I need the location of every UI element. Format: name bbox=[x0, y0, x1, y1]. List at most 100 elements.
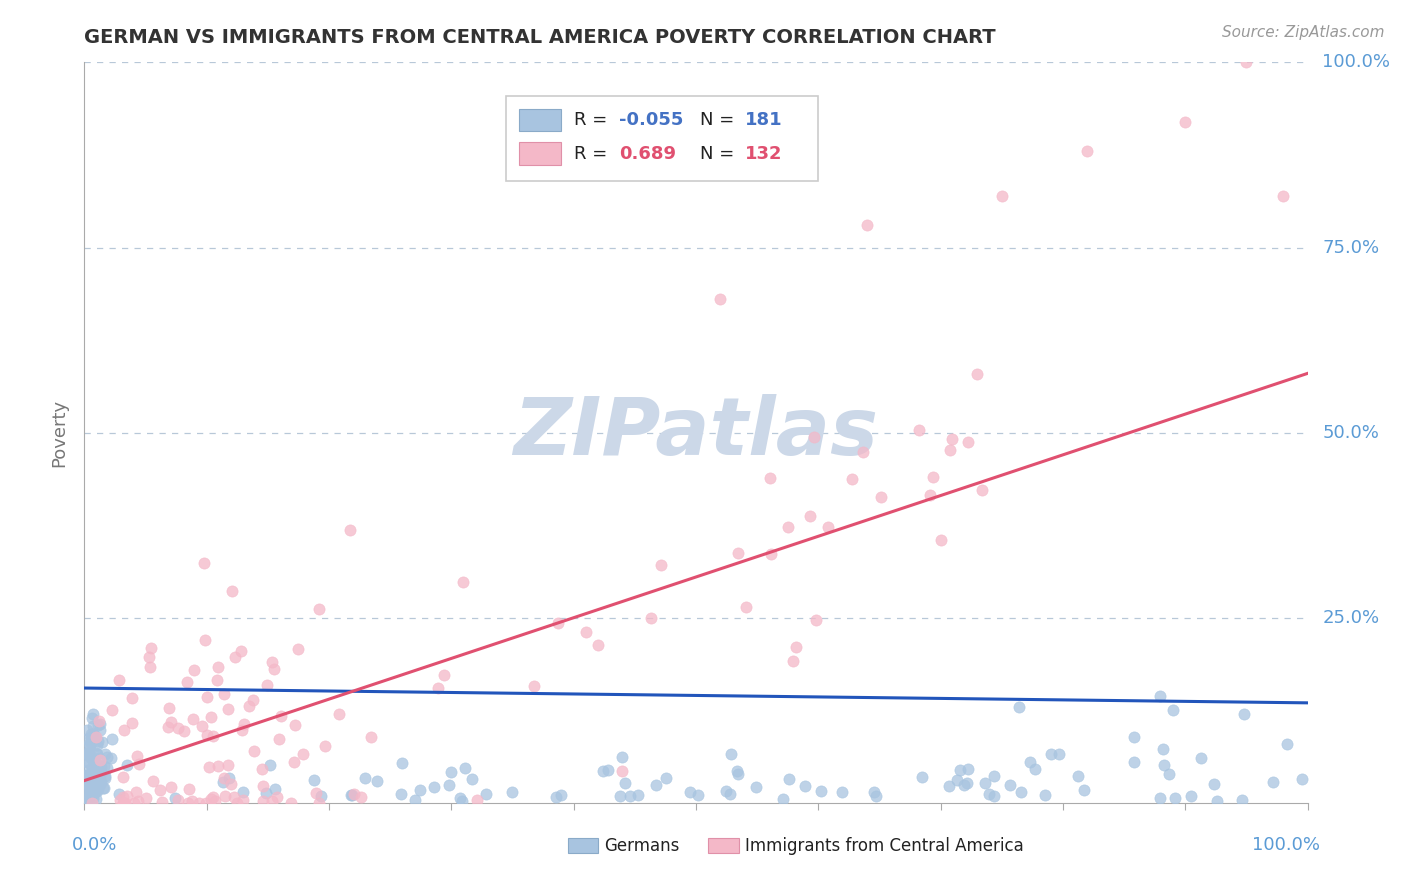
Text: 100.0%: 100.0% bbox=[1322, 54, 1391, 71]
Point bbox=[156, 720, 179, 734]
Point bbox=[150, 796, 173, 810]
Point bbox=[1230, 793, 1253, 807]
Point bbox=[204, 794, 226, 808]
Point bbox=[409, 783, 432, 797]
Point bbox=[328, 707, 350, 722]
Point bbox=[1149, 689, 1171, 703]
Point bbox=[793, 779, 815, 793]
Point bbox=[80, 736, 103, 750]
Point bbox=[1291, 772, 1313, 786]
Point bbox=[108, 787, 131, 801]
Text: 132: 132 bbox=[745, 145, 782, 162]
Point bbox=[75, 795, 97, 809]
Point bbox=[283, 756, 305, 770]
Point bbox=[101, 704, 124, 718]
Point bbox=[304, 772, 326, 787]
Text: 75.0%: 75.0% bbox=[1322, 238, 1379, 257]
Point bbox=[966, 367, 988, 381]
Point bbox=[187, 796, 209, 810]
Point bbox=[280, 796, 302, 810]
Point bbox=[856, 219, 879, 233]
Text: R =: R = bbox=[574, 145, 613, 162]
Point bbox=[77, 756, 100, 771]
Point bbox=[100, 731, 122, 746]
Point bbox=[217, 758, 239, 772]
Point bbox=[841, 472, 863, 486]
Point bbox=[108, 793, 131, 807]
Point bbox=[82, 796, 104, 810]
Point bbox=[86, 783, 108, 797]
Point bbox=[679, 785, 702, 799]
Point bbox=[75, 754, 97, 768]
Point bbox=[1123, 755, 1146, 769]
Point bbox=[77, 793, 100, 807]
Point bbox=[270, 709, 292, 723]
Point bbox=[75, 776, 97, 790]
Point bbox=[287, 641, 309, 656]
Point bbox=[115, 789, 138, 803]
Point bbox=[292, 747, 315, 761]
Point bbox=[93, 780, 115, 795]
Point bbox=[1076, 145, 1098, 159]
Point bbox=[195, 796, 218, 810]
Point bbox=[75, 795, 97, 809]
Point bbox=[84, 746, 107, 760]
Point bbox=[218, 771, 240, 785]
Point bbox=[759, 547, 782, 561]
Point bbox=[191, 719, 214, 733]
Point bbox=[75, 770, 97, 784]
Point bbox=[77, 748, 100, 763]
Point bbox=[610, 764, 633, 779]
Point bbox=[949, 763, 972, 777]
Point bbox=[112, 723, 135, 738]
Point bbox=[77, 737, 100, 751]
Point bbox=[135, 791, 157, 805]
Point bbox=[309, 789, 332, 804]
Point bbox=[195, 690, 218, 705]
Point bbox=[592, 764, 614, 778]
Point bbox=[727, 767, 749, 781]
Point bbox=[941, 432, 963, 446]
Bar bbox=[519, 143, 561, 165]
Point bbox=[1010, 785, 1032, 799]
Point bbox=[90, 765, 112, 780]
Point bbox=[305, 786, 328, 800]
Point bbox=[96, 761, 118, 775]
Point bbox=[1233, 707, 1256, 722]
Point bbox=[1275, 737, 1298, 751]
Point bbox=[714, 784, 737, 798]
Point bbox=[655, 771, 678, 785]
Point bbox=[114, 796, 136, 810]
Text: Immigrants from Central America: Immigrants from Central America bbox=[745, 837, 1024, 855]
Point bbox=[224, 650, 246, 665]
Point bbox=[157, 701, 180, 715]
Point bbox=[1189, 751, 1212, 765]
Text: Germans: Germans bbox=[605, 837, 679, 855]
Point bbox=[86, 783, 108, 797]
Point bbox=[79, 780, 101, 794]
Text: GERMAN VS IMMIGRANTS FROM CENTRAL AMERICA POVERTY CORRELATION CHART: GERMAN VS IMMIGRANTS FROM CENTRAL AMERIC… bbox=[84, 28, 995, 47]
Point bbox=[86, 782, 108, 797]
Text: 0.0%: 0.0% bbox=[72, 836, 118, 855]
Point bbox=[217, 702, 239, 716]
Point bbox=[177, 781, 200, 796]
Point bbox=[852, 445, 875, 459]
Point bbox=[1149, 790, 1171, 805]
Point bbox=[124, 785, 146, 799]
Point bbox=[79, 774, 101, 789]
Point bbox=[718, 787, 741, 801]
Point bbox=[82, 719, 104, 733]
Point bbox=[82, 711, 104, 725]
Point bbox=[776, 520, 799, 534]
Point bbox=[250, 762, 273, 776]
Point bbox=[84, 731, 107, 745]
Point bbox=[225, 796, 247, 810]
Point bbox=[391, 756, 413, 771]
Point bbox=[920, 488, 942, 502]
Point bbox=[77, 763, 100, 777]
Point bbox=[231, 723, 253, 738]
Point bbox=[127, 794, 149, 808]
Point bbox=[195, 728, 218, 742]
Point bbox=[778, 772, 800, 786]
Point bbox=[232, 785, 254, 799]
